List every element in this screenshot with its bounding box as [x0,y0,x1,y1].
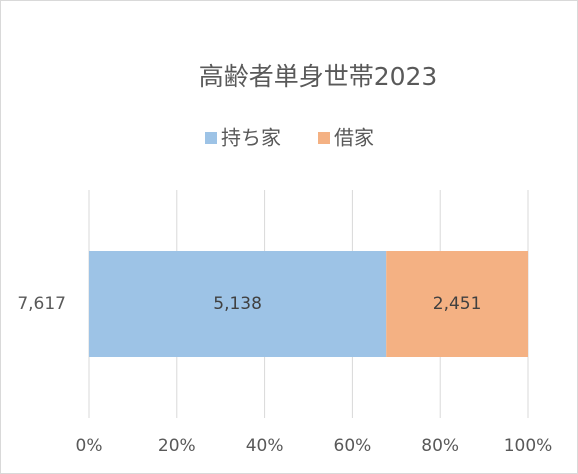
data-label: 5,138 [213,294,262,314]
bar [386,251,528,357]
legend-label: 借家 [334,126,374,150]
x-tick-label: 40% [246,436,284,456]
chart-title: 高齢者単身世帯2023 [199,62,438,91]
x-tick-label: 100% [504,436,553,456]
legend-swatch [318,132,330,144]
y-tick-label: 7,617 [17,294,66,314]
legend-swatch [205,132,217,144]
x-tick-label: 0% [76,436,103,456]
x-tick-label: 20% [158,436,196,456]
data-label: 2,451 [433,294,482,314]
bar [89,251,387,357]
legend-label: 持ち家 [221,126,281,150]
x-tick-label: 80% [421,436,459,456]
x-tick-label: 60% [334,436,372,456]
